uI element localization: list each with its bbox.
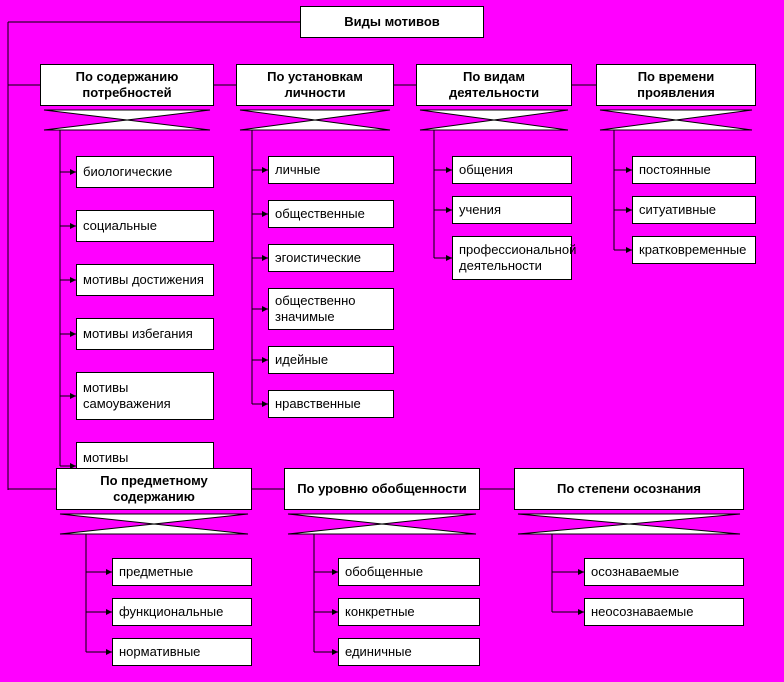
item-c1-4: мотивы самоуважения <box>76 372 214 420</box>
item-c2-1: общественные <box>268 200 394 228</box>
item-c2-0: личные <box>268 156 394 184</box>
item-c4-2: кратковременные <box>632 236 756 264</box>
item-c3-2: профессиональной деятельности <box>452 236 572 280</box>
category-header-c7: По степени осознания <box>514 468 744 510</box>
item-c4-0: постоянные <box>632 156 756 184</box>
item-c1-2: мотивы достижения <box>76 264 214 296</box>
item-c4-1: ситуативные <box>632 196 756 224</box>
diagram-canvas: Виды мотивов По содержанию потребностей би… <box>0 0 784 682</box>
category-header-c3: По видам деятельности <box>416 64 572 106</box>
item-c5-2: нормативные <box>112 638 252 666</box>
item-c6-0: обобщенные <box>338 558 480 586</box>
item-c6-1: конкретные <box>338 598 480 626</box>
item-c2-4: идейные <box>268 346 394 374</box>
category-header-c6: По уровню обобщенности <box>284 468 480 510</box>
item-c7-0: осознаваемые <box>584 558 744 586</box>
item-c6-2: единичные <box>338 638 480 666</box>
category-header-c1: По содержанию потребностей <box>40 64 214 106</box>
item-c2-3: общественно значимые <box>268 288 394 330</box>
root-title: Виды мотивов <box>300 6 484 38</box>
category-header-c5: По предметному содержанию <box>56 468 252 510</box>
item-c2-2: эгоистические <box>268 244 394 272</box>
item-c1-3: мотивы избегания <box>76 318 214 350</box>
item-c7-1: неосознаваемые <box>584 598 744 626</box>
item-c2-5: нравственные <box>268 390 394 418</box>
item-c5-0: предметные <box>112 558 252 586</box>
item-c1-0: биологические <box>76 156 214 188</box>
item-c3-0: общения <box>452 156 572 184</box>
category-header-c2: По установкам личности <box>236 64 394 106</box>
item-c3-1: учения <box>452 196 572 224</box>
item-c1-1: социальные <box>76 210 214 242</box>
item-c5-1: функциональные <box>112 598 252 626</box>
category-header-c4: По времени проявления <box>596 64 756 106</box>
